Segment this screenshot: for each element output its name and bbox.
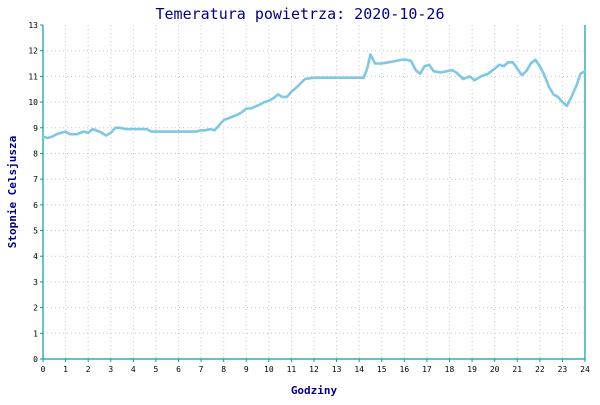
x-tick-label: 24	[580, 365, 590, 374]
x-tick-label: 13	[332, 365, 342, 374]
axis-layer	[40, 24, 586, 362]
grid-layer	[43, 25, 585, 359]
x-tick-label: 20	[490, 365, 500, 374]
y-tick-label: 10	[28, 98, 38, 107]
y-tick-label: 2	[33, 304, 38, 313]
y-tick-label: 6	[33, 201, 38, 210]
x-tick-label: 2	[86, 365, 91, 374]
x-tick-label: 1	[63, 365, 68, 374]
x-tick-label: 19	[467, 365, 477, 374]
x-tick-label: 9	[244, 365, 249, 374]
y-tick-label: 8	[33, 149, 38, 158]
x-axis-label: Godziny	[291, 384, 338, 397]
x-tick-label: 16	[400, 365, 410, 374]
x-tick-label: 22	[535, 365, 545, 374]
x-tick-label: 17	[422, 365, 432, 374]
y-tick-label: 9	[33, 124, 38, 133]
x-tick-label: 8	[221, 365, 226, 374]
x-tick-label: 23	[558, 365, 568, 374]
x-tick-label: 6	[176, 365, 181, 374]
x-tick-label: 18	[445, 365, 455, 374]
x-tick-label: 10	[264, 365, 274, 374]
y-tick-label: 12	[28, 47, 38, 56]
x-tick-label: 21	[512, 365, 522, 374]
y-tick-label: 5	[33, 227, 38, 236]
y-tick-label: 11	[28, 72, 38, 81]
y-tick-label: 4	[33, 252, 38, 261]
y-tick-label: 7	[33, 175, 38, 184]
x-tick-label: 11	[287, 365, 297, 374]
y-tick-label: 13	[28, 21, 38, 30]
x-tick-label: 12	[309, 365, 319, 374]
x-tick-label: 0	[41, 365, 46, 374]
y-tick-label: 0	[33, 355, 38, 364]
x-tick-label: 3	[108, 365, 113, 374]
x-tick-label: 14	[354, 365, 364, 374]
series-layer	[41, 53, 587, 140]
x-tick-label: 15	[377, 365, 387, 374]
tick-label-layer: 0 1 2 3 4 5 6 7 8 9 10 11 12 13 14 15 16 17 18 19 20 21 22 23 24…	[28, 21, 590, 374]
x-tick-label: 5	[154, 365, 159, 374]
y-tick-label: 1	[33, 329, 38, 338]
y-tick-label: 3	[33, 278, 38, 287]
temperature-line	[41, 53, 587, 140]
y-axis-label: Stopnie Celsjusza	[6, 136, 19, 249]
x-tick-label: 7	[199, 365, 204, 374]
chart-title: Temeratura powietrza: 2020-10-26	[156, 5, 445, 23]
x-tick-label: 4	[131, 365, 136, 374]
